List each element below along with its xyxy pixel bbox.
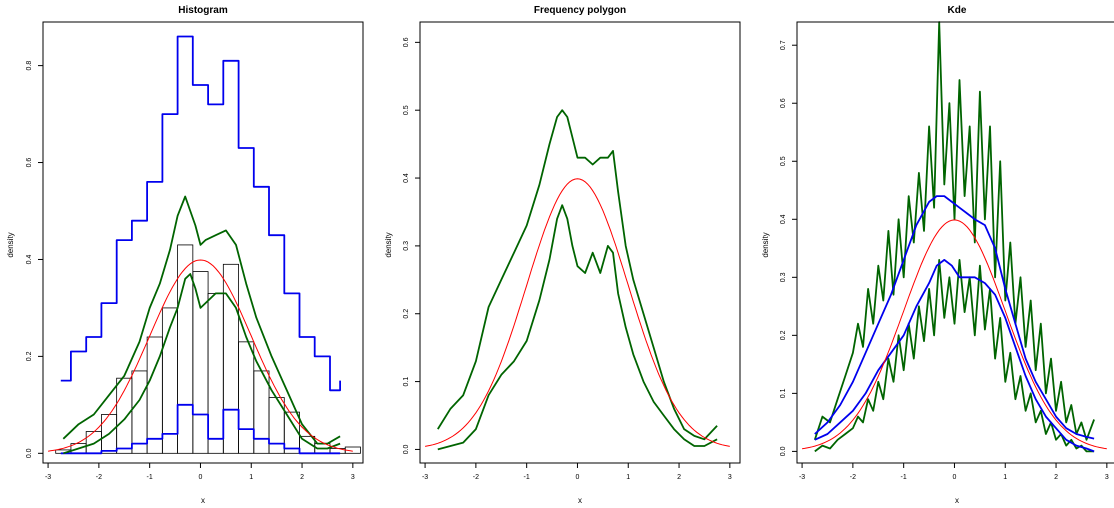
normal-density-curve	[425, 178, 730, 447]
x-axis-ticks: -3 -2 -1 0 1 2 3	[422, 463, 732, 481]
x-tick-label: -3	[45, 474, 51, 481]
x-tick-label: 0	[199, 474, 203, 481]
x-tick-label: -1	[901, 474, 907, 481]
plot-lines	[802, 21, 1107, 453]
histogram-bar	[253, 370, 270, 454]
outer-band-line	[814, 195, 1095, 440]
x-tick-label: 2	[1054, 474, 1058, 481]
y-tick-label: 0.4	[780, 214, 787, 224]
y-tick-label: 0.6	[780, 98, 787, 108]
panel-frequency-polygon: Frequency polygon x density -3 -2 -1 0 1 2 3 0…	[384, 5, 741, 505]
x-tick-label: 1	[249, 474, 253, 481]
x-tick-label: 0	[953, 474, 957, 481]
outer-band-line	[814, 259, 1095, 453]
panel-kde: Kde x density -3 -2 -1 0 1 2 3 0.0 0.1 0.2 0.3 0.4…	[761, 5, 1114, 505]
x-tick-label: 3	[351, 474, 355, 481]
panel-title: Histogram	[178, 5, 228, 16]
x-tick-label: -1	[524, 474, 530, 481]
x-axis-ticks: -3 -2 -1 0 1 2 3	[799, 463, 1109, 481]
envelope-line	[437, 204, 718, 451]
y-tick-label: 0.7	[780, 40, 787, 50]
y-axis-ticks: 0.0 0.2 0.4 0.6 0.8	[26, 61, 43, 458]
x-tick-label: 1	[626, 474, 630, 481]
panel-title: Frequency polygon	[534, 5, 626, 16]
histogram-bar	[131, 370, 148, 454]
normal-density-curve	[48, 259, 353, 452]
y-tick-label: 0.4	[26, 254, 33, 264]
envelope-line	[813, 21, 1095, 441]
y-tick-label: 0.6	[26, 158, 33, 168]
y-axis-label: density	[384, 232, 393, 257]
x-tick-label: -3	[422, 474, 428, 481]
normal-density-curve	[802, 219, 1107, 450]
y-tick-label: 0.8	[26, 61, 33, 71]
y-tick-label: 0.1	[403, 377, 410, 387]
x-tick-label: 0	[576, 474, 580, 481]
y-tick-label: 0.2	[780, 330, 787, 340]
histogram-bar	[238, 341, 255, 454]
y-axis-ticks: 0.0 0.1 0.2 0.3 0.4 0.5 0.6	[403, 37, 420, 454]
x-axis-label: x	[955, 496, 959, 505]
outer-band-line	[60, 403, 341, 455]
x-axis-ticks: -3 -2 -1 0 1 2 3	[45, 463, 355, 481]
x-tick-label: 2	[300, 474, 304, 481]
y-tick-label: 0.1	[780, 388, 787, 398]
y-tick-label: 0.0	[780, 446, 787, 456]
x-axis-label: x	[578, 496, 582, 505]
y-tick-label: 0.3	[780, 272, 787, 282]
y-tick-label: 0.6	[403, 37, 410, 47]
histogram-bar	[192, 271, 209, 454]
envelope-line	[814, 259, 1095, 453]
histogram-bar	[116, 377, 133, 454]
x-tick-label: 3	[1105, 474, 1109, 481]
x-axis-label: x	[201, 496, 205, 505]
envelope-line	[63, 273, 341, 455]
plot-lines	[48, 35, 353, 455]
outer-band-line	[60, 35, 341, 392]
envelope-line	[437, 109, 718, 441]
histogram-bar	[85, 431, 102, 454]
x-tick-label: -3	[799, 474, 805, 481]
plot-frame	[42, 21, 364, 464]
y-tick-label: 0.5	[403, 105, 410, 115]
plot-frame	[419, 21, 741, 464]
panel-title: Kde	[948, 5, 967, 16]
y-tick-label: 0.2	[26, 351, 33, 361]
panel-histogram: Histogram x density -3 -2 -1 0 1 2 3 0.0 0.2 0.4…	[6, 5, 364, 505]
x-tick-label: -1	[147, 474, 153, 481]
plot-lines	[425, 109, 730, 451]
x-tick-label: -2	[473, 474, 479, 481]
x-tick-label: 1	[1003, 474, 1007, 481]
y-tick-label: 0.0	[403, 444, 410, 454]
histogram-bar	[207, 292, 224, 454]
y-tick-label: 0.4	[403, 173, 410, 183]
y-tick-label: 0.2	[403, 309, 410, 319]
y-axis-label: density	[761, 232, 770, 257]
histogram-bar	[283, 411, 300, 454]
y-axis-label: density	[6, 232, 15, 257]
histogram-bars	[55, 244, 361, 454]
y-tick-label: 0.5	[780, 156, 787, 166]
x-tick-label: 2	[677, 474, 681, 481]
x-tick-label: -2	[850, 474, 856, 481]
plot-frame	[796, 21, 1114, 464]
y-axis-ticks: 0.0 0.1 0.2 0.3 0.4 0.5 0.6 0.7	[780, 40, 797, 456]
y-tick-label: 0.3	[403, 241, 410, 251]
x-tick-label: 3	[728, 474, 732, 481]
x-tick-label: -2	[96, 474, 102, 481]
envelope-line	[62, 195, 341, 445]
y-tick-label: 0.0	[26, 448, 33, 458]
